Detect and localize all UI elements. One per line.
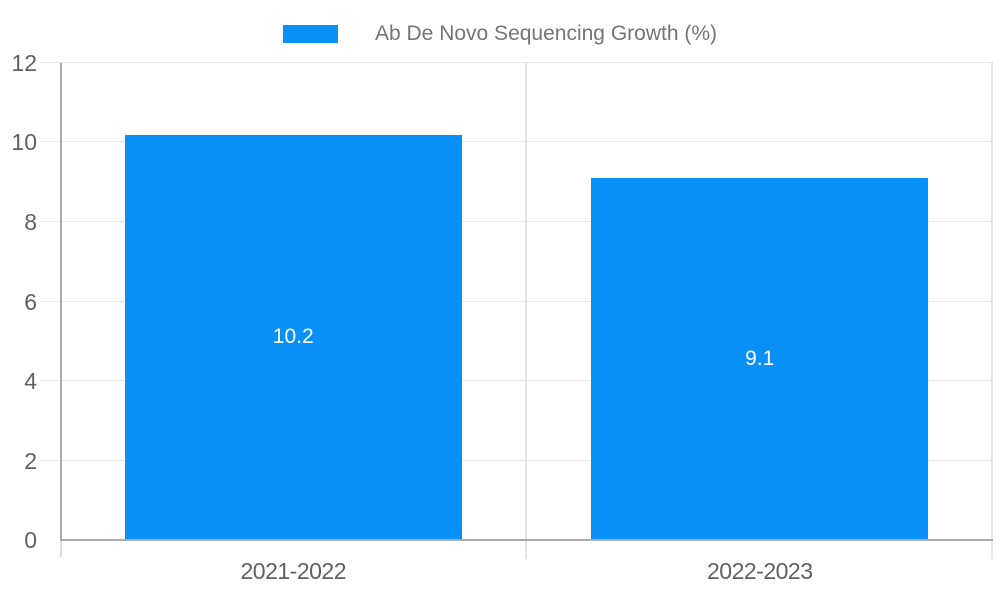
gridline <box>40 141 993 143</box>
y-tick-label: 10 <box>11 129 37 156</box>
gridline <box>40 459 993 461</box>
legend: Ab De Novo Sequencing Growth (%) <box>0 22 1000 46</box>
legend-label: Ab De Novo Sequencing Growth (%) <box>375 22 717 45</box>
y-tick-label: 12 <box>11 50 37 76</box>
y-tick-label: 6 <box>24 288 37 315</box>
category-separator <box>991 63 993 559</box>
bar-2021-2022: 10.2 <box>124 134 462 540</box>
y-tick-label: 2 <box>24 447 37 474</box>
x-tick-label: 2021-2022 <box>240 558 347 584</box>
bar-value-label: 10.2 <box>272 325 314 349</box>
x-axis-line <box>60 539 993 541</box>
x-axis-labels: 2021-2022 2022-2023 <box>60 557 993 589</box>
gridline <box>40 300 993 302</box>
y-axis-tick <box>60 540 62 557</box>
y-tick-label: 0 <box>24 527 37 553</box>
gridline <box>40 220 993 222</box>
plot-area: 10.2 9.1 <box>40 62 993 559</box>
x-tick-label: 2022-2023 <box>707 558 813 584</box>
y-axis-line <box>60 63 62 540</box>
gridline <box>40 62 993 63</box>
category-separator <box>524 63 527 559</box>
y-tick-label: 8 <box>24 208 37 235</box>
bar-value-label: 9.1 <box>745 347 775 371</box>
bar-2022-2023: 9.1 <box>591 178 929 540</box>
gridline <box>40 379 993 381</box>
y-tick-label: 4 <box>24 367 37 394</box>
y-axis-labels: 0 2 4 6 8 10 12 <box>0 50 37 553</box>
legend-swatch <box>283 25 338 43</box>
